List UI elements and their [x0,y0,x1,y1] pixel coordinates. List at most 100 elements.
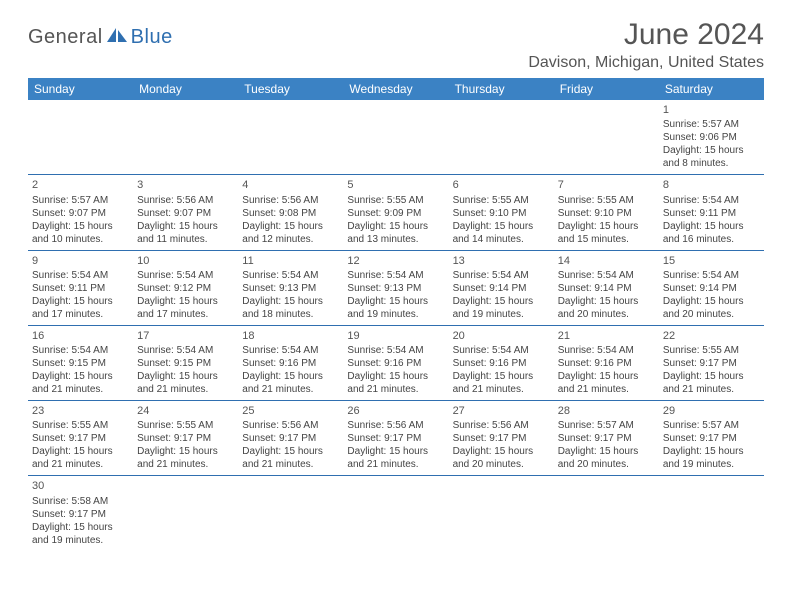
calendar-cell-empty [343,476,448,550]
daylight-line: Daylight: 15 hours and 21 minutes. [663,370,760,396]
calendar-cell: 2Sunrise: 5:57 AMSunset: 9:07 PMDaylight… [28,175,133,250]
day-number: 10 [137,254,234,268]
day-number: 15 [663,254,760,268]
daylight-line: Daylight: 15 hours and 14 minutes. [453,220,550,246]
calendar-cell-empty [449,100,554,175]
page-title: June 2024 [528,18,764,52]
daylight-line: Daylight: 15 hours and 20 minutes. [663,295,760,321]
day-number: 4 [242,178,339,192]
day-number: 13 [453,254,550,268]
sunrise-line: Sunrise: 5:54 AM [558,344,655,357]
day-number: 3 [137,178,234,192]
sunset-line: Sunset: 9:08 PM [242,207,339,220]
day-number: 26 [347,404,444,418]
daylight-line: Daylight: 15 hours and 11 minutes. [137,220,234,246]
sunrise-line: Sunrise: 5:58 AM [32,495,129,508]
calendar-cell-empty [554,100,659,175]
daylight-line: Daylight: 15 hours and 21 minutes. [242,445,339,471]
sunset-line: Sunset: 9:17 PM [663,432,760,445]
daylight-line: Daylight: 15 hours and 21 minutes. [32,445,129,471]
daylight-line: Daylight: 15 hours and 21 minutes. [242,370,339,396]
sunrise-line: Sunrise: 5:56 AM [453,419,550,432]
calendar-cell: 18Sunrise: 5:54 AMSunset: 9:16 PMDayligh… [238,326,343,401]
location-text: Davison, Michigan, United States [528,54,764,72]
calendar-cell-empty [659,476,764,550]
sunrise-line: Sunrise: 5:54 AM [453,344,550,357]
calendar-cell: 1Sunrise: 5:57 AMSunset: 9:06 PMDaylight… [659,100,764,175]
sunset-line: Sunset: 9:15 PM [137,357,234,370]
daylight-line: Daylight: 15 hours and 20 minutes. [558,445,655,471]
day-number: 25 [242,404,339,418]
sunset-line: Sunset: 9:14 PM [558,282,655,295]
calendar-cell: 7Sunrise: 5:55 AMSunset: 9:10 PMDaylight… [554,175,659,250]
calendar-cell: 26Sunrise: 5:56 AMSunset: 9:17 PMDayligh… [343,401,448,476]
daylight-line: Daylight: 15 hours and 12 minutes. [242,220,339,246]
sunset-line: Sunset: 9:16 PM [558,357,655,370]
sunset-line: Sunset: 9:17 PM [558,432,655,445]
sunrise-line: Sunrise: 5:54 AM [453,269,550,282]
sunrise-line: Sunrise: 5:54 AM [32,344,129,357]
calendar-cell-empty [133,476,238,550]
daylight-line: Daylight: 15 hours and 21 minutes. [558,370,655,396]
sunset-line: Sunset: 9:14 PM [453,282,550,295]
daylight-line: Daylight: 15 hours and 21 minutes. [32,370,129,396]
calendar-cell: 5Sunrise: 5:55 AMSunset: 9:09 PMDaylight… [343,175,448,250]
calendar-cell: 25Sunrise: 5:56 AMSunset: 9:17 PMDayligh… [238,401,343,476]
day-number: 2 [32,178,129,192]
sunrise-line: Sunrise: 5:55 AM [558,194,655,207]
sunrise-line: Sunrise: 5:54 AM [137,269,234,282]
calendar-cell: 29Sunrise: 5:57 AMSunset: 9:17 PMDayligh… [659,401,764,476]
day-number: 9 [32,254,129,268]
calendar-cell: 6Sunrise: 5:55 AMSunset: 9:10 PMDaylight… [449,175,554,250]
weekday-header: Friday [554,78,659,100]
calendar-cell: 17Sunrise: 5:54 AMSunset: 9:15 PMDayligh… [133,326,238,401]
sunset-line: Sunset: 9:17 PM [32,432,129,445]
calendar-cell: 15Sunrise: 5:54 AMSunset: 9:14 PMDayligh… [659,251,764,326]
sunset-line: Sunset: 9:09 PM [347,207,444,220]
sunrise-line: Sunrise: 5:57 AM [558,419,655,432]
daylight-line: Daylight: 15 hours and 21 minutes. [453,370,550,396]
sunset-line: Sunset: 9:06 PM [663,131,760,144]
sunrise-line: Sunrise: 5:54 AM [663,269,760,282]
day-number: 7 [558,178,655,192]
day-number: 28 [558,404,655,418]
calendar-cell: 24Sunrise: 5:55 AMSunset: 9:17 PMDayligh… [133,401,238,476]
sunset-line: Sunset: 9:16 PM [242,357,339,370]
day-number: 20 [453,329,550,343]
day-number: 5 [347,178,444,192]
calendar-cell: 21Sunrise: 5:54 AMSunset: 9:16 PMDayligh… [554,326,659,401]
calendar-cell: 22Sunrise: 5:55 AMSunset: 9:17 PMDayligh… [659,326,764,401]
weekday-header: Tuesday [238,78,343,100]
calendar-cell: 3Sunrise: 5:56 AMSunset: 9:07 PMDaylight… [133,175,238,250]
day-number: 16 [32,329,129,343]
daylight-line: Daylight: 15 hours and 17 minutes. [32,295,129,321]
calendar-cell-empty [133,100,238,175]
calendar-cell: 23Sunrise: 5:55 AMSunset: 9:17 PMDayligh… [28,401,133,476]
calendar-cell: 9Sunrise: 5:54 AMSunset: 9:11 PMDaylight… [28,251,133,326]
sunrise-line: Sunrise: 5:57 AM [663,118,760,131]
day-number: 17 [137,329,234,343]
weekday-header: Thursday [449,78,554,100]
day-number: 19 [347,329,444,343]
calendar-cell: 12Sunrise: 5:54 AMSunset: 9:13 PMDayligh… [343,251,448,326]
sunrise-line: Sunrise: 5:57 AM [663,419,760,432]
sunrise-line: Sunrise: 5:55 AM [663,344,760,357]
day-number: 18 [242,329,339,343]
sunset-line: Sunset: 9:17 PM [242,432,339,445]
daylight-line: Daylight: 15 hours and 13 minutes. [347,220,444,246]
daylight-line: Daylight: 15 hours and 8 minutes. [663,144,760,170]
sunset-line: Sunset: 9:14 PM [663,282,760,295]
daylight-line: Daylight: 15 hours and 21 minutes. [347,445,444,471]
daylight-line: Daylight: 15 hours and 16 minutes. [663,220,760,246]
daylight-line: Daylight: 15 hours and 19 minutes. [453,295,550,321]
calendar-cell: 30Sunrise: 5:58 AMSunset: 9:17 PMDayligh… [28,476,133,550]
calendar-body: 1Sunrise: 5:57 AMSunset: 9:06 PMDaylight… [28,100,764,551]
daylight-line: Daylight: 15 hours and 21 minutes. [347,370,444,396]
calendar-cell: 14Sunrise: 5:54 AMSunset: 9:14 PMDayligh… [554,251,659,326]
sunrise-line: Sunrise: 5:54 AM [32,269,129,282]
daylight-line: Daylight: 15 hours and 20 minutes. [453,445,550,471]
day-number: 12 [347,254,444,268]
calendar-cell: 19Sunrise: 5:54 AMSunset: 9:16 PMDayligh… [343,326,448,401]
calendar-cell-empty [28,100,133,175]
sunset-line: Sunset: 9:11 PM [663,207,760,220]
